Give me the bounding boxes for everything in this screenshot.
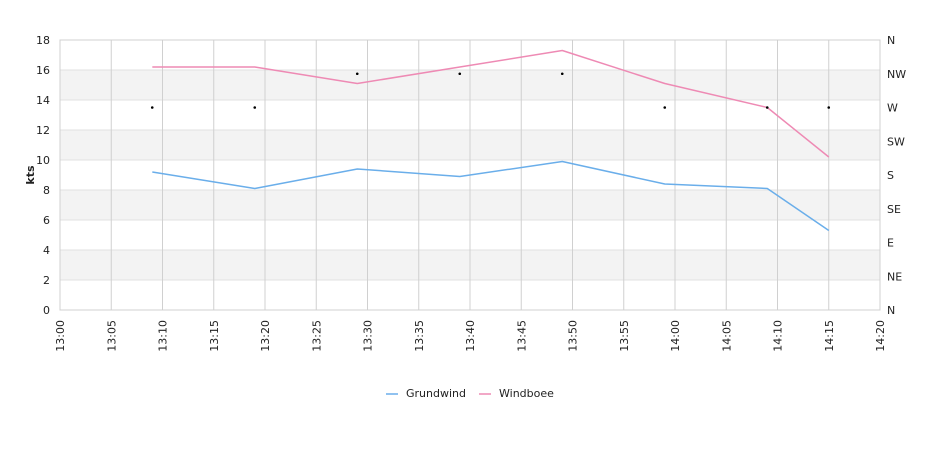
plot-area — [59, 39, 881, 311]
y2-tick-label: N — [887, 304, 895, 317]
x-tick-label: 13:55 — [618, 320, 631, 352]
x-tick-label: 13:00 — [54, 320, 67, 352]
y-tick-label: 12 — [36, 124, 50, 137]
x-tick-label: 13:10 — [157, 320, 170, 352]
y2-tick-label: SE — [887, 203, 901, 216]
y-axis-title: kts — [24, 165, 37, 185]
x-tick-label: 14:05 — [720, 320, 733, 352]
x-tick-label: 13:30 — [362, 320, 375, 352]
y2-tick-label: S — [887, 169, 894, 182]
y2-tick-label: N — [887, 34, 895, 47]
series-line-windboee — [152, 49, 830, 158]
x-tick-label: 14:00 — [669, 320, 682, 352]
direction-point — [150, 106, 154, 109]
y2-tick-label: NW — [887, 68, 906, 81]
x-tick-label: 13:25 — [310, 320, 323, 352]
x-tick-label: 13:45 — [515, 320, 528, 352]
y-tick-label: 8 — [43, 184, 50, 197]
direction-point — [765, 106, 769, 109]
y-tick-label: 0 — [43, 304, 50, 317]
x-tick-label: 14:20 — [874, 320, 887, 352]
y-axis-ticks: 0 2 4 6 8 10 12 14 16 18 — [36, 34, 50, 317]
y-tick-label: 2 — [43, 274, 50, 287]
series-lines — [152, 49, 830, 232]
y-tick-label: 18 — [36, 34, 50, 47]
direction-point — [560, 72, 564, 76]
x-axis-ticks: 13:00 13:05 13:10 13:15 13:20 13:25 13:30 13:35… — [54, 320, 887, 352]
x-tick-label: 13:35 — [413, 320, 426, 352]
direction-point — [663, 106, 667, 109]
legend: Grundwind Windboee — [386, 387, 554, 400]
y2-tick-label: NE — [887, 270, 902, 283]
y-tick-label: 4 — [43, 244, 50, 257]
x-tick-label: 13:40 — [464, 320, 477, 352]
y2-tick-label: E — [887, 237, 894, 250]
direction-point — [458, 72, 462, 76]
series-line-grundwind — [152, 160, 830, 232]
x-tick-label: 14:15 — [823, 320, 836, 352]
y-tick-label: 10 — [36, 154, 50, 167]
direction-point — [827, 106, 831, 109]
direction-points — [150, 72, 831, 109]
direction-point — [253, 106, 257, 109]
y2-tick-label: SW — [887, 135, 905, 148]
y2-tick-label: W — [887, 102, 898, 115]
x-tick-label: 13:15 — [208, 320, 221, 352]
legend-label: Grundwind — [406, 387, 466, 400]
legend-label: Windboee — [499, 387, 554, 400]
direction-point — [355, 72, 359, 76]
y-tick-label: 14 — [36, 94, 50, 107]
x-tick-label: 13:05 — [105, 320, 118, 352]
y2-axis-ticks: N NE E SE S SW W NW N — [887, 34, 906, 317]
x-tick-label: 13:20 — [259, 320, 272, 352]
x-tick-label: 14:10 — [772, 320, 785, 352]
x-tick-label: 13:50 — [567, 320, 580, 352]
y-tick-label: 16 — [36, 64, 50, 77]
y-tick-label: 6 — [43, 214, 50, 227]
